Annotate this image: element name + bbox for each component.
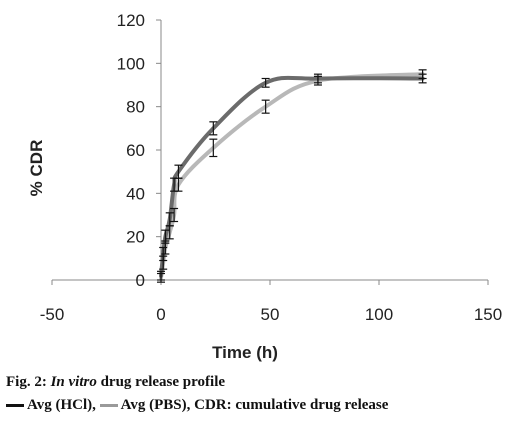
figure-title-text: drug release profile (96, 374, 226, 390)
legend-swatch-hcl (6, 404, 24, 408)
y-tick-label: 20 (126, 228, 145, 247)
legend-swatch-pbs (99, 404, 118, 408)
y-tick-label: 120 (117, 11, 145, 30)
y-tick-label: 40 (126, 184, 145, 203)
series-line-avghcl (159, 75, 425, 278)
legend-label-hcl: Avg (HCl), (27, 397, 96, 413)
x-tick-label: 50 (261, 305, 280, 324)
figure-italic-text: In vitro (50, 374, 97, 390)
x-tick-label: -50 (40, 305, 65, 324)
x-tick-label: 0 (156, 305, 165, 324)
figure-legend-caption: Avg (HCl), Avg (PBS), CDR: cumulative dr… (6, 397, 388, 414)
series-line-avgpbs (159, 72, 425, 280)
figure-label: Fig. 2: (6, 374, 51, 390)
x-tick-label: 150 (474, 305, 502, 324)
y-tick-label: 60 (126, 141, 145, 160)
x-axis-title: Time (h) (212, 343, 278, 362)
cdr-note: CDR: cumulative drug release (194, 397, 389, 413)
y-tick-label: 100 (117, 54, 145, 73)
figure-caption: Fig. 2: In vitro drug release profile (6, 374, 225, 391)
y-tick-label: 80 (126, 98, 145, 117)
x-tick-label: 100 (365, 305, 393, 324)
y-tick-label: 0 (136, 271, 145, 290)
y-axis-title: % CDR (27, 140, 46, 197)
legend-label-pbs: Avg (PBS), (120, 397, 191, 413)
